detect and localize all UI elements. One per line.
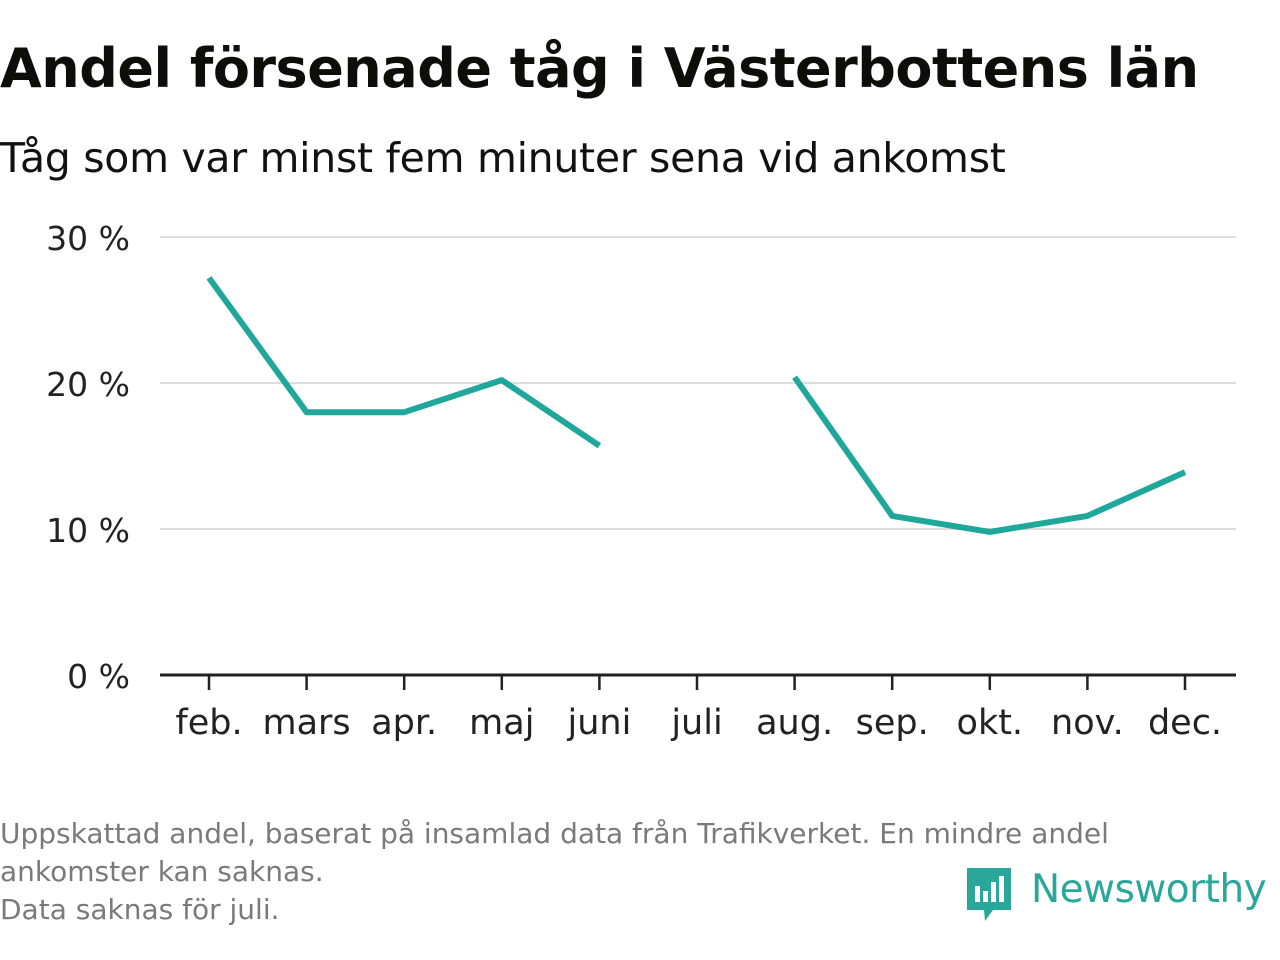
chart-title: Andel försenade tåg i Västerbottens län [0, 37, 1199, 100]
x-tick-label: aug. [756, 703, 833, 743]
y-tick-label: 20 % [46, 365, 130, 404]
footnote-line-2: ankomster kan saknas. [0, 855, 324, 888]
chart-subtitle: Tåg som var minst fem minuter sena vid a… [0, 134, 1006, 182]
y-tick-label: 10 % [46, 511, 130, 550]
y-tick-label: 0 % [67, 657, 130, 696]
x-tick-label: maj [469, 703, 534, 743]
x-tick-label: juli [670, 703, 722, 743]
newsworthy-logo-icon [967, 868, 1011, 921]
footnote: Uppskattad andel, baserat på insamlad da… [0, 815, 1270, 929]
x-tick-label: okt. [957, 703, 1024, 743]
x-tick-label: mars [263, 703, 351, 743]
x-tick-label: sep. [856, 703, 929, 743]
y-tick-label: 30 % [46, 219, 130, 258]
series-line [206, 276, 1187, 535]
x-tick-label: juni [566, 703, 631, 743]
brand-name: Newsworthy [1031, 867, 1267, 912]
newsworthy-brand[interactable]: Newsworthy [963, 864, 1279, 924]
line-chart: 0 % 10 % 20 % 30 % feb. mars apr. maj juni juli au… [46, 219, 1236, 743]
x-tick-label: apr. [371, 703, 437, 743]
footnote-line-1: Uppskattad andel, baserat på insamlad da… [0, 817, 1109, 850]
footnote-line-3: Data saknas för juli. [0, 893, 280, 926]
x-tick-label: nov. [1051, 703, 1124, 743]
x-tick-label: feb. [175, 703, 242, 743]
x-tick-label: dec. [1148, 703, 1222, 743]
